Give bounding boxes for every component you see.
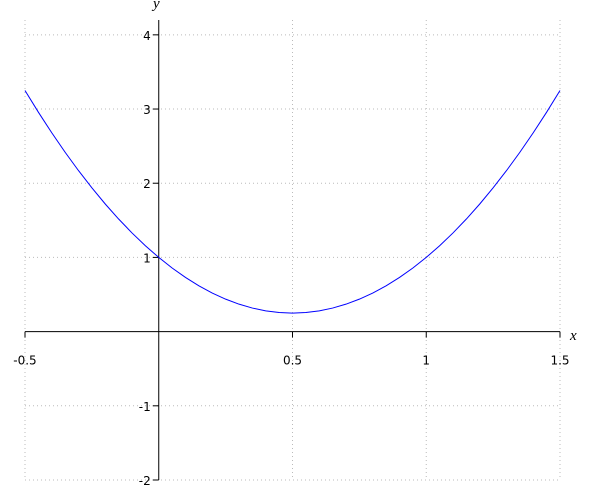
y-tick-label: 4 — [143, 29, 151, 43]
y-tick-label: -1 — [139, 400, 151, 414]
y-tick-label: 1 — [143, 251, 151, 265]
x-tick-label: -0.5 — [13, 354, 36, 368]
x-axis-label: x — [569, 328, 577, 344]
data-line — [24, 90, 561, 314]
x-tick-label: 1.5 — [550, 354, 569, 368]
y-tick-label: -2 — [139, 474, 151, 488]
y-axis-label: y — [151, 0, 160, 12]
x-tick-label: 1 — [422, 354, 430, 368]
x-tick-label: 0.5 — [283, 354, 302, 368]
y-tick-label: 2 — [143, 177, 151, 191]
y-tick-label: 3 — [143, 103, 151, 117]
